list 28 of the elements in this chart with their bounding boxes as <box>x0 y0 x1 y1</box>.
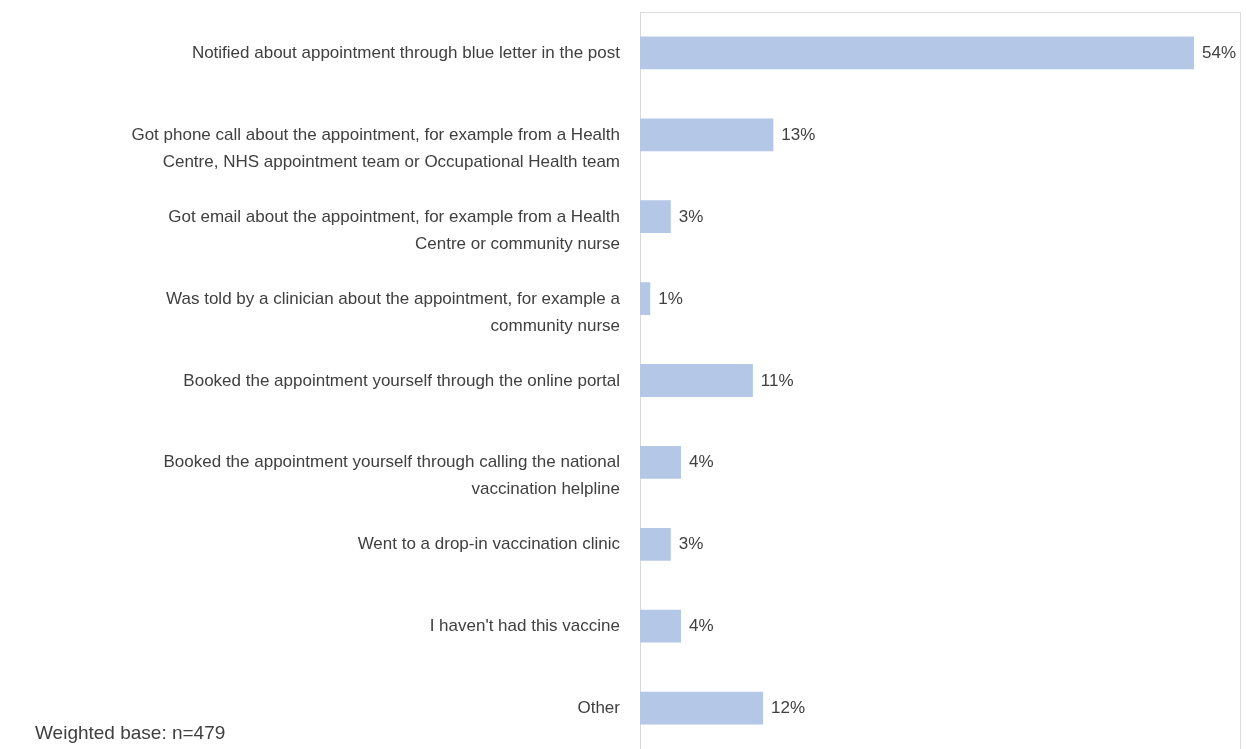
y-tick-label: Was told by a clinician about the appointment, for example a community nurse <box>166 288 621 335</box>
data-label: 4% <box>689 616 714 636</box>
y-tick-label: Booked the appointment yourself through calling the national vaccination helpline <box>163 452 620 499</box>
data-label: 11% <box>760 370 794 390</box>
bar <box>640 36 1194 70</box>
bar <box>640 118 774 152</box>
y-tick-label: Notified about appointment through blue letter in the post <box>191 42 621 62</box>
y-tick-label: Other <box>577 698 621 718</box>
text: Weighted base: n=479 <box>35 722 226 743</box>
y-tick-label: Went to a drop-in vaccination clinic <box>357 534 621 554</box>
y-tick-label: Booked the appointment yourself through the online portal <box>183 370 620 390</box>
data-label: 4% <box>689 452 714 472</box>
data-label: 54% <box>1202 42 1237 62</box>
data-label: 3% <box>678 534 704 554</box>
bar <box>640 200 671 234</box>
data-label: 1% <box>658 288 683 308</box>
data-label: 3% <box>678 206 704 226</box>
bar <box>640 282 651 315</box>
y-tick-label: Got email about the appointment, for example from a Health Centre or community nurse <box>168 206 620 253</box>
bar <box>640 691 764 725</box>
bar <box>640 527 671 561</box>
bar <box>640 609 682 643</box>
y-tick-label: I haven't had this vaccine <box>429 616 620 636</box>
bar <box>640 446 682 479</box>
data-label: 12% <box>771 698 806 718</box>
y-tick-label: Got phone call about the appointment, for example from a Health Centre, NHS appointment team or Occupational Health team <box>131 124 620 171</box>
bar <box>640 364 753 397</box>
data-label: 13% <box>781 124 816 144</box>
